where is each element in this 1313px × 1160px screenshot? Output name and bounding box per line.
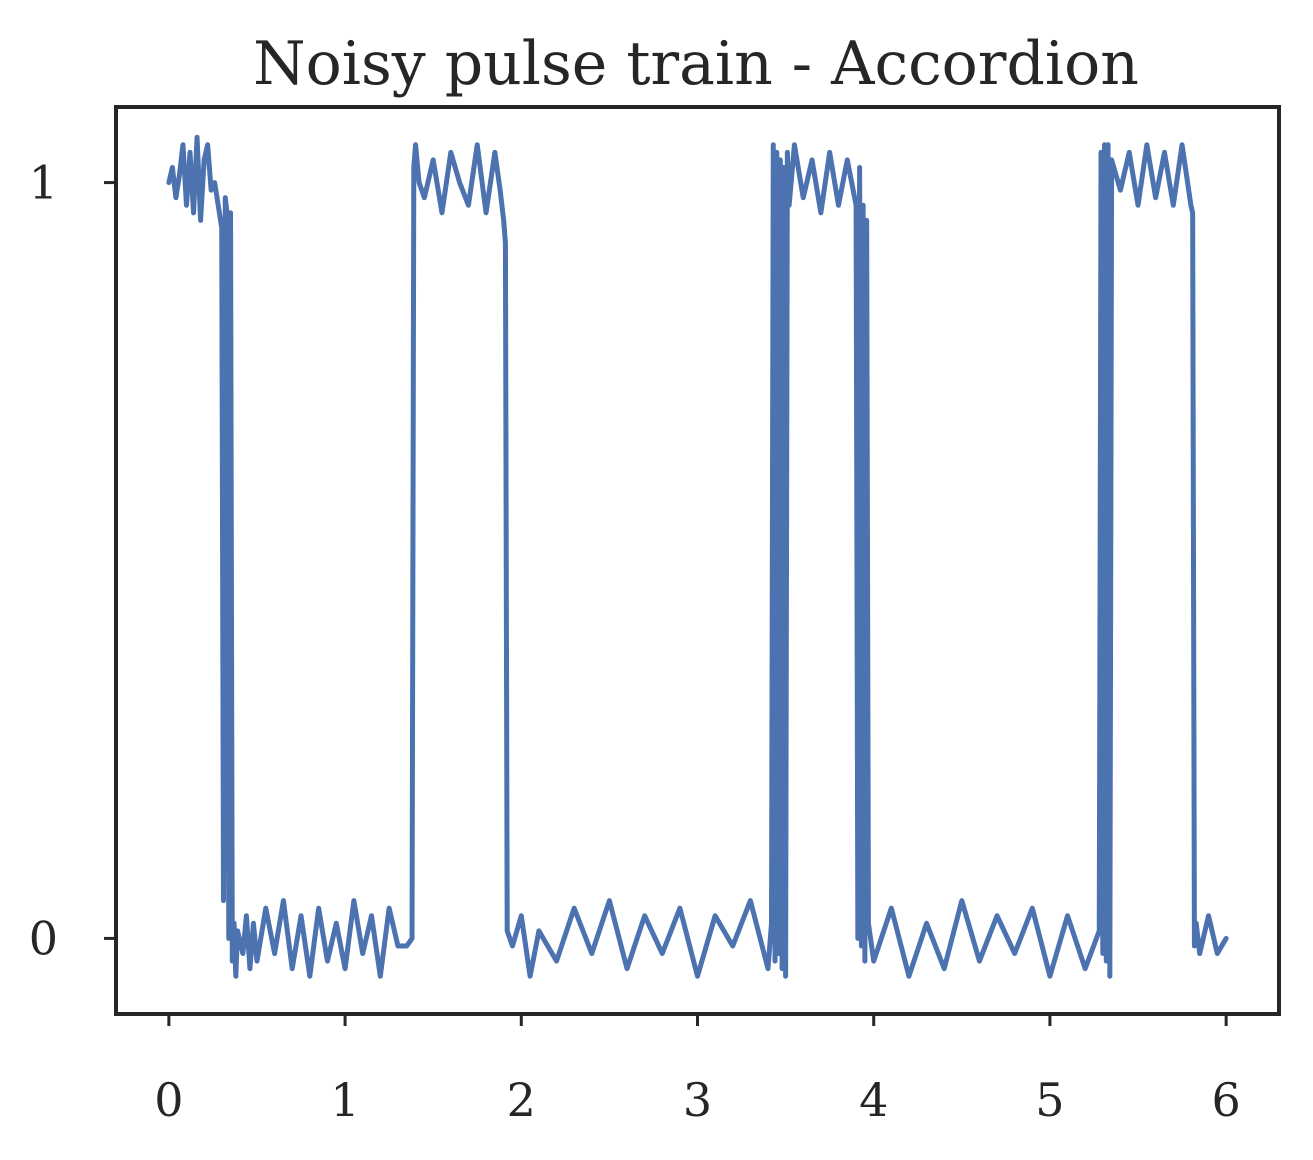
x-tick-label: 6: [1211, 1073, 1240, 1127]
series-line-0: [166, 134, 1229, 979]
x-tick-label: 5: [1035, 1073, 1064, 1127]
plot-area: [166, 134, 1229, 979]
x-tick-label: 0: [154, 1073, 183, 1127]
x-axis: 0 1 2 3 4 5 6: [154, 1014, 1241, 1127]
x-tick-label: 2: [507, 1073, 536, 1127]
chart-title: Noisy pulse train - Accordion: [253, 29, 1139, 99]
x-tick-label: 3: [683, 1073, 712, 1127]
y-axis: 01: [29, 156, 116, 965]
y-tick-label: 0: [29, 911, 58, 965]
y-tick-label: 1: [29, 156, 58, 210]
x-tick-label: 1: [330, 1073, 359, 1127]
x-tick-label: 4: [859, 1073, 888, 1127]
